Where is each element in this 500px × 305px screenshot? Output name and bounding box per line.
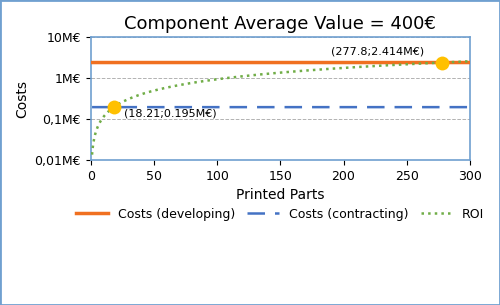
Costs (developing) — [89, 61, 95, 64]
ROI — [467, 59, 473, 63]
ROI — [262, 72, 268, 76]
Costs (contracting) — [262, 105, 268, 109]
Costs (developing) — [108, 61, 114, 64]
Title: Component Average Value = 400€: Component Average Value = 400€ — [124, 15, 436, 33]
Line: ROI: ROI — [92, 61, 470, 155]
Costs (developing) — [467, 61, 473, 64]
Legend: Costs (developing), Costs (contracting), ROI: Costs (developing), Costs (contracting),… — [72, 203, 489, 226]
Text: (18.21;0.195M€): (18.21;0.195M€) — [124, 109, 216, 119]
Costs (contracting) — [456, 105, 462, 109]
ROI — [456, 60, 462, 63]
Costs (contracting) — [89, 105, 95, 109]
ROI — [108, 107, 114, 111]
ROI — [386, 63, 392, 67]
Costs (contracting) — [467, 105, 473, 109]
Y-axis label: Costs: Costs — [15, 80, 29, 117]
Costs (developing) — [386, 61, 392, 64]
Costs (contracting) — [386, 105, 392, 109]
Costs (contracting) — [456, 105, 462, 109]
Costs (developing) — [273, 61, 279, 64]
Costs (contracting) — [108, 105, 114, 109]
Costs (developing) — [456, 61, 462, 64]
X-axis label: Printed Parts: Printed Parts — [236, 188, 324, 202]
Costs (developing) — [262, 61, 268, 64]
Costs (contracting) — [273, 105, 279, 109]
ROI — [273, 71, 279, 75]
ROI — [89, 153, 95, 156]
ROI — [456, 60, 462, 63]
Costs (developing) — [456, 61, 462, 64]
Text: (277.8;2.414M€): (277.8;2.414M€) — [330, 46, 424, 56]
